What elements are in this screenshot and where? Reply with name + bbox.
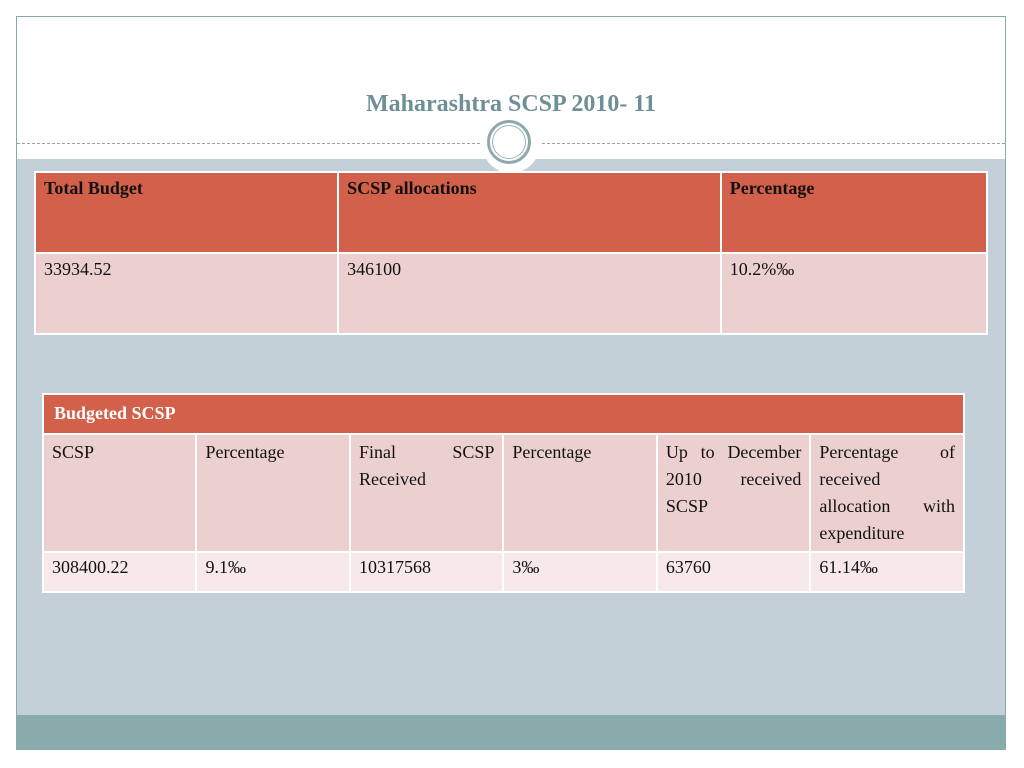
budget-summary-table: Total Budget SCSP allocations Percentage… (33, 171, 989, 335)
header-scsp-allocations: SCSP allocations (337, 171, 722, 254)
budgeted-scsp-table: Budgeted SCSP SCSP Percentage Final SCSP… (41, 393, 965, 593)
cell-scsp: 308400.22 (41, 551, 198, 593)
footer-band (17, 715, 1005, 749)
cell-percentage-1: 9.1‰ (195, 551, 351, 593)
table-header-row: Total Budget SCSP allocations Percentage (33, 171, 989, 254)
header-final-scsp-received: Final SCSP Received (348, 433, 505, 553)
header-scsp: SCSP (41, 433, 198, 553)
table-row: 33934.52 346100 10.2%‰ (33, 252, 989, 335)
cell-percentage: 10.2%‰ (719, 252, 989, 335)
cell-percentage-2: 3‰ (502, 551, 658, 593)
table-title-row: Budgeted SCSP (42, 393, 965, 435)
header-percentage-2: Percentage (502, 433, 658, 553)
header-total-budget: Total Budget (33, 171, 340, 254)
slide: Maharashtra SCSP 2010- 11 Total Budget S… (16, 16, 1006, 750)
header-percentage-1: Percentage (195, 433, 351, 553)
table-row: 308400.22 9.1‰ 10317568 3‰ 63760 61.14‰ (41, 551, 965, 593)
cell-up-to-december: 63760 (655, 551, 812, 593)
table-header-row: SCSP Percentage Final SCSP Received Perc… (41, 433, 965, 553)
cell-scsp-allocations: 346100 (337, 252, 722, 335)
header-percentage-received: Percentage of received allocation with e… (809, 433, 965, 553)
cell-final-scsp-received: 10317568 (348, 551, 505, 593)
cell-percentage-received: 61.14‰ (809, 551, 965, 593)
cell-total-budget: 33934.52 (33, 252, 340, 335)
header-percentage: Percentage (719, 171, 989, 254)
slide-title: Maharashtra SCSP 2010- 11 (365, 91, 656, 117)
circle-inner-icon (492, 125, 526, 159)
header-up-to-december: Up to December 2010 received SCSP (655, 433, 812, 553)
table-title: Budgeted SCSP (42, 393, 965, 435)
